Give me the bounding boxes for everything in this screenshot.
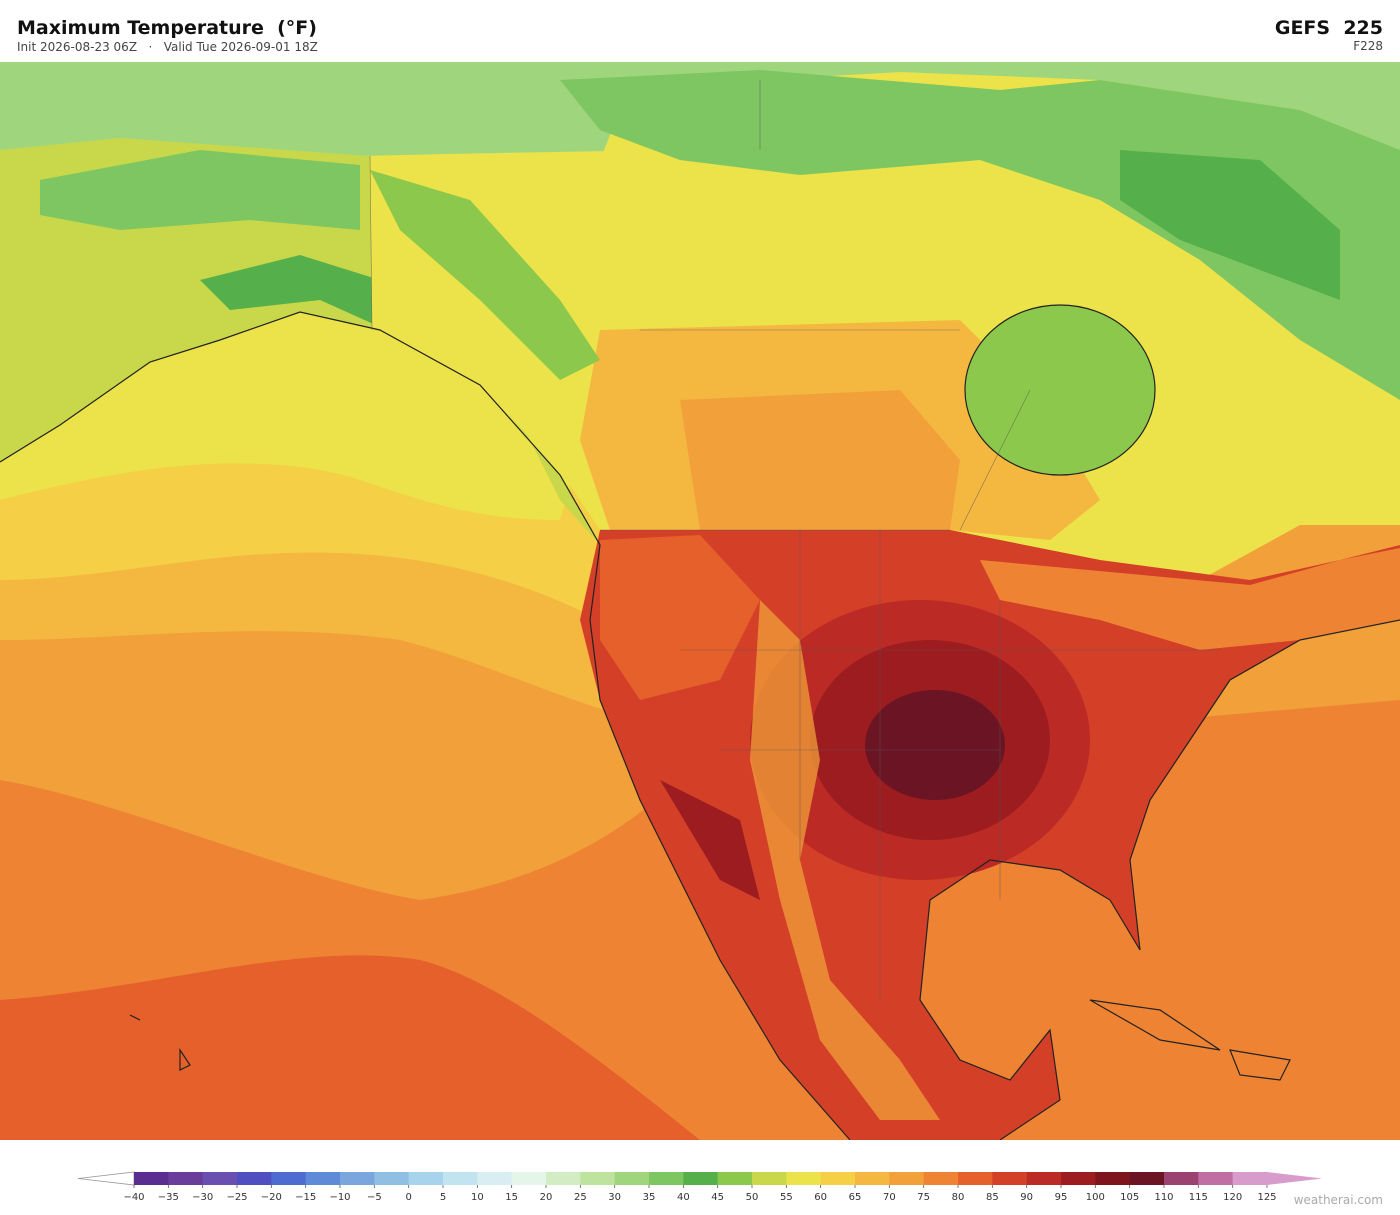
colorbar-swatch [408,1172,444,1185]
colorbar-swatch [546,1172,581,1185]
colorbar-extend-low [77,1171,135,1186]
colorbar-swatch [683,1172,718,1185]
colorbar-swatch [340,1172,375,1185]
colorbar-tick-label: 105 [1120,1192,1139,1203]
map-title: Maximum Temperature (°F) [17,17,317,39]
colorbar-tick-label: −15 [295,1192,316,1203]
colorbar-tick-label: 40 [677,1192,690,1203]
colorbar-swatch [1164,1172,1199,1185]
colorbar-swatch [1232,1172,1268,1185]
colorbar-swatch [786,1172,821,1185]
colorbar-tick-label: 35 [643,1192,656,1203]
colorbar-swatch [511,1172,547,1185]
land-warm [680,390,960,530]
watermark: weatherai.com [1294,1193,1383,1207]
land-warm [600,535,760,700]
colorbar-tick-label: 100 [1086,1192,1105,1203]
map [0,62,1400,1140]
colorbar-tick-label: 25 [574,1192,587,1203]
colorbar-tick-label: 80 [952,1192,965,1203]
colorbar-tick-label: 45 [711,1192,724,1203]
land-warm [980,548,1400,650]
colorbar-tick-label: 70 [883,1192,896,1203]
desert-heat [660,780,760,900]
colorbar-swatch [374,1172,409,1185]
colorbar-swatch [752,1172,787,1185]
colorbar-swatch [1061,1172,1096,1185]
colorbar-tick-label: 60 [814,1192,827,1203]
colorbar-tick-label: 85 [986,1192,999,1203]
highlands [750,600,940,1120]
colorbar-tick-label: 55 [780,1192,793,1203]
colorbar-swatch [271,1172,306,1185]
hudson-bay [965,305,1155,475]
colorbar-tick-label: −40 [123,1192,144,1203]
colorbar-swatch [820,1172,856,1185]
colorbar-swatch [134,1172,169,1185]
colorbar-tick-label: −30 [192,1192,213,1203]
colorbar-tick-label: 65 [849,1192,862,1203]
map-subtitle: Init 2026-08-23 06Z · Valid Tue 2026-09-… [17,40,318,54]
colorbar-tick-label: −10 [329,1192,350,1203]
colorbar-tick-label: 75 [917,1192,930,1203]
colorbar-tick-label: 0 [405,1192,411,1203]
colorbar-swatch [923,1172,959,1185]
arctic-land [1120,150,1340,300]
colorbar-tick-label: 15 [505,1192,518,1203]
arctic-land [560,70,1400,400]
colorbar-swatch [305,1172,341,1185]
colorbar-tick-label: 30 [608,1192,621,1203]
colorbar: −40 −35 −30 −25 −20 −15 −10 −5 0 5 10 15 20 25 30 35 40 4… [77,1171,1322,1203]
colorbar-swatch [1129,1172,1165,1185]
alaska [0,138,600,545]
colorbar-swatch [614,1172,650,1185]
colorbar-tick-label: 95 [1055,1192,1068,1203]
colorbar-tick-label: 5 [440,1192,446,1203]
colorbar-tick-label: 120 [1223,1192,1242,1203]
colorbar-swatch [992,1172,1027,1185]
colorbar-swatch [580,1172,615,1185]
forecast-hour: F228 [1353,39,1383,53]
colorbar-tick-label: 20 [540,1192,553,1203]
model-label: GEFS 225 [1275,17,1383,39]
colorbar-tick-label: −25 [226,1192,247,1203]
colorbar-swatch [855,1172,890,1185]
colorbar-swatch [443,1172,478,1185]
colorbar-tick-label: 90 [1020,1192,1033,1203]
colorbar-swatch [1026,1172,1062,1185]
colorbar-tick-label: 110 [1154,1192,1173,1203]
colorbar-tick-label: 10 [471,1192,484,1203]
colorbar-swatch [889,1172,924,1185]
colorbar-swatch [717,1172,753,1185]
land-cool [40,150,360,230]
land-cool [370,170,600,380]
colorbar-swatch [202,1172,238,1185]
colorbar-tick-label: 115 [1189,1192,1208,1203]
colorbar-swatch [168,1172,203,1185]
colorbar-tick-label: 125 [1257,1192,1276,1203]
colorbar-tick-label: −35 [158,1192,179,1203]
heat-core [865,690,1005,800]
colorbar-swatch [477,1172,512,1185]
colorbar-swatch [649,1172,684,1185]
colorbar-extend-high [1267,1172,1322,1185]
colorbar-swatch [958,1172,993,1185]
colorbar-swatch [1095,1172,1130,1185]
colorbar-tick-label: 50 [746,1192,759,1203]
colorbar-tick-label: −5 [367,1192,382,1203]
colorbar-swatch [237,1172,272,1185]
colorbar-tick-label: −20 [261,1192,282,1203]
colorbar-swatch [1198,1172,1233,1185]
